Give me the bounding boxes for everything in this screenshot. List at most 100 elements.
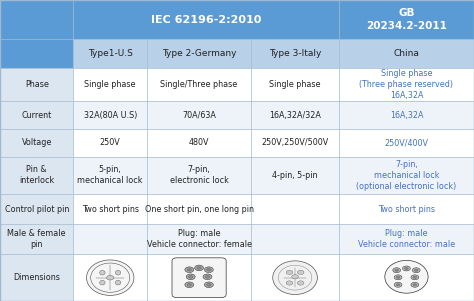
Circle shape — [411, 282, 419, 287]
Ellipse shape — [273, 261, 318, 294]
Text: Plug: male
Vehicle connector: female: Plug: male Vehicle connector: female — [146, 229, 252, 249]
Bar — [251, 254, 339, 301]
Circle shape — [404, 267, 409, 270]
Ellipse shape — [86, 260, 134, 295]
Bar — [0, 101, 73, 129]
Text: Two short pins: Two short pins — [378, 205, 435, 214]
Text: Type 3-Italy: Type 3-Italy — [269, 49, 321, 58]
Circle shape — [186, 274, 195, 280]
Circle shape — [286, 281, 293, 285]
Text: Single phase
(Three phase reserved)
16A,32A: Single phase (Three phase reserved) 16A,… — [359, 69, 454, 100]
Bar — [73, 157, 147, 194]
Circle shape — [205, 275, 210, 278]
Bar — [339, 68, 474, 101]
Bar — [251, 101, 339, 129]
Circle shape — [394, 282, 402, 287]
Circle shape — [107, 275, 114, 280]
Text: Two short pins: Two short pins — [82, 205, 139, 214]
Text: China: China — [393, 49, 419, 58]
Ellipse shape — [385, 260, 428, 293]
Text: 5-pin,
mechanical lock: 5-pin, mechanical lock — [77, 165, 143, 185]
Circle shape — [395, 269, 399, 272]
Ellipse shape — [115, 280, 121, 285]
Bar — [339, 0, 474, 39]
Circle shape — [203, 274, 212, 280]
Circle shape — [297, 281, 304, 285]
Bar — [0, 0, 73, 39]
Text: Pin &
interlock: Pin & interlock — [19, 165, 55, 185]
Bar — [251, 68, 339, 101]
Bar — [339, 194, 474, 224]
Circle shape — [297, 270, 304, 275]
Text: Single phase: Single phase — [269, 80, 321, 89]
Circle shape — [414, 269, 418, 272]
Bar — [0, 254, 73, 301]
Circle shape — [393, 268, 401, 273]
Text: Dimensions: Dimensions — [13, 273, 60, 282]
Bar — [147, 39, 251, 68]
Bar — [0, 39, 73, 68]
Text: Current: Current — [22, 111, 52, 119]
Text: 480V: 480V — [189, 138, 210, 147]
Circle shape — [187, 268, 191, 271]
Circle shape — [396, 276, 400, 278]
Circle shape — [402, 266, 410, 271]
Bar — [73, 68, 147, 101]
Circle shape — [292, 275, 299, 279]
Circle shape — [197, 266, 201, 269]
Circle shape — [394, 275, 402, 280]
Text: 250V,250V/500V: 250V,250V/500V — [262, 138, 328, 147]
Bar — [251, 224, 339, 254]
Text: 250V: 250V — [100, 138, 120, 147]
Text: 7-pin,
electronic lock: 7-pin, electronic lock — [170, 165, 228, 185]
Circle shape — [413, 284, 417, 286]
Text: One short pin, one long pin: One short pin, one long pin — [145, 205, 254, 214]
Circle shape — [204, 282, 213, 287]
Bar — [73, 194, 147, 224]
Bar — [147, 129, 251, 157]
Text: GB
20234.2-2011: GB 20234.2-2011 — [366, 8, 447, 31]
Text: Phase: Phase — [25, 80, 49, 89]
Bar — [339, 224, 474, 254]
Bar — [339, 157, 474, 194]
Bar — [251, 157, 339, 194]
Circle shape — [413, 276, 417, 278]
Text: 32A(80A U.S): 32A(80A U.S) — [83, 111, 137, 119]
Bar — [73, 254, 147, 301]
Text: 7-pin,
mechanical lock
(optional electronic lock): 7-pin, mechanical lock (optional electro… — [356, 160, 456, 191]
Bar — [73, 129, 147, 157]
Bar — [0, 129, 73, 157]
Bar — [339, 101, 474, 129]
Bar — [0, 68, 73, 101]
Bar — [0, 194, 73, 224]
Text: 16A,32A/32A: 16A,32A/32A — [269, 111, 321, 119]
Ellipse shape — [115, 270, 121, 275]
Circle shape — [207, 283, 211, 286]
Text: Male & female
pin: Male & female pin — [8, 229, 66, 249]
Bar — [73, 224, 147, 254]
Bar — [339, 39, 474, 68]
Bar — [339, 254, 474, 301]
Text: Type1-U.S: Type1-U.S — [88, 49, 133, 58]
Bar — [147, 101, 251, 129]
Circle shape — [204, 267, 213, 272]
Circle shape — [187, 283, 191, 286]
Circle shape — [286, 270, 293, 275]
Text: Single/Three phase: Single/Three phase — [161, 80, 237, 89]
Bar — [0, 224, 73, 254]
Bar — [0, 157, 73, 194]
Bar — [339, 129, 474, 157]
Bar — [147, 157, 251, 194]
Text: Control pilot pin: Control pilot pin — [5, 205, 69, 214]
Ellipse shape — [100, 280, 105, 285]
Text: IEC 62196-2:2010: IEC 62196-2:2010 — [151, 14, 261, 25]
Circle shape — [207, 268, 211, 271]
Bar — [251, 194, 339, 224]
Bar — [73, 0, 339, 39]
Text: Single phase: Single phase — [84, 80, 136, 89]
Text: Type 2-Germany: Type 2-Germany — [162, 49, 237, 58]
Bar — [147, 224, 251, 254]
Circle shape — [195, 265, 203, 271]
FancyBboxPatch shape — [172, 258, 226, 297]
Bar — [251, 129, 339, 157]
